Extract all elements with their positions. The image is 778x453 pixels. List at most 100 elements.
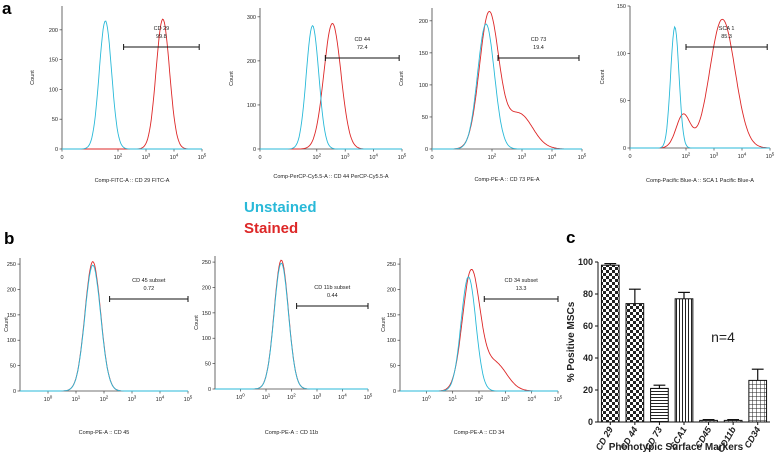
y-tick-label: 60: [583, 321, 593, 331]
stained-curve: [62, 18, 202, 150]
y-tick-label: 100: [7, 338, 16, 344]
x-tick-label: 104: [369, 153, 378, 162]
y-axis-label: Count: [4, 317, 10, 332]
y-tick-label: 200: [387, 287, 396, 293]
bar: [699, 419, 718, 423]
hist-cd73: 0 50 100 150 200 0 102 103 104 105 Count Comp-PE-A …: [399, 8, 587, 183]
x-tick-label: 104: [156, 395, 165, 404]
y-tick-label: 0: [208, 387, 211, 393]
x-tick-label: 103: [710, 152, 719, 161]
stained-curve: [215, 259, 368, 390]
x-tick-label: 104: [738, 152, 747, 161]
x-tick-label: 103: [313, 393, 322, 402]
x-tick-label: 104: [338, 393, 347, 402]
x-tick-label: 105: [554, 395, 563, 404]
x-axis-label: Comp-PE-A :: CD 11b: [265, 430, 318, 436]
hist-sca1: 0 50 100 150 0 102 103 104 105 Count Comp-Pacific …: [600, 4, 775, 184]
hist-cd44: 0 100 200 300 0 102 103 104 105 Count Comp-PerCP-C…: [229, 8, 407, 180]
y-tick-label: 150: [7, 313, 16, 319]
bar: [723, 419, 743, 423]
y-tick-label: 250: [7, 262, 16, 268]
x-tick-label: 0: [628, 154, 631, 160]
x-tick-label: 0: [258, 155, 261, 161]
hist-cd34: 0 50 100 150 200 250 100 101 102 103 104 105 Count Co…: [381, 258, 563, 436]
n-annotation: n=4: [711, 329, 735, 345]
x-tick-label: 104: [170, 153, 179, 162]
y-tick-label: 0: [623, 146, 626, 152]
y-tick-label: 0: [393, 389, 396, 395]
y-tick-label: 0: [253, 147, 256, 153]
y-tick-label: 0: [425, 147, 428, 153]
y-axis-label: Count: [229, 71, 235, 86]
stained-curve: [260, 22, 402, 150]
x-tick-label: 102: [114, 153, 123, 162]
x-axis-label: Comp-PE-A :: CD 73 PE-A: [474, 177, 539, 183]
panel-label-c: c: [566, 228, 575, 247]
bar-chart: 0 20 40 60 80 100 % Positive MSCs Phenotypic Su…: [566, 257, 770, 453]
gate-value: 99.8: [156, 34, 167, 40]
x-tick-label: 102: [475, 395, 484, 404]
panel-label-b: b: [4, 229, 14, 248]
x-tick-label: 103: [501, 395, 510, 404]
y-tick-label: 100: [247, 103, 256, 109]
x-tick-label: 100: [44, 395, 53, 404]
x-tick-label: 102: [488, 153, 497, 162]
gate-label: CD 11b subset: [314, 285, 350, 291]
y-tick-label: 100: [419, 83, 428, 89]
y-tick-label: 100: [578, 257, 593, 267]
y-tick-label: 100: [202, 336, 211, 342]
y-tick-label: 0: [588, 417, 593, 427]
gate-value: 13.3: [516, 286, 527, 292]
gate-label: CD 29: [154, 26, 170, 32]
x-tick-label: 102: [100, 395, 109, 404]
gate-label: CD 44: [354, 37, 370, 43]
y-tick-label: 50: [52, 117, 58, 123]
gate-label: CD 34 subset: [504, 278, 538, 284]
bar: [674, 298, 694, 423]
x-tick-label: 105: [578, 153, 587, 162]
x-axis-label: Comp-Pacific Blue-A :: SCA 1 Pacific Blu…: [646, 178, 754, 184]
gate-value: 19.4: [533, 45, 544, 51]
gate-value: 72.4: [357, 45, 368, 51]
hist-cd45: 0 50 100 150 200 250 100 101 102 103 104 105 Count Co…: [4, 258, 193, 436]
unstained-curve: [215, 262, 368, 390]
x-tick-label: 0: [60, 155, 63, 161]
x-tick-label: 103: [142, 153, 151, 162]
gate-label: SCA 1: [719, 26, 735, 32]
x-tick-label: 104: [548, 153, 557, 162]
y-tick-label: 100: [49, 87, 58, 93]
x-tick-label: 105: [364, 393, 373, 402]
y-tick-label: 150: [419, 51, 428, 57]
gate-value: 85.3: [721, 34, 732, 40]
y-tick-label: 50: [390, 364, 396, 370]
y-tick-label: 80: [583, 289, 593, 299]
y-tick-label: 150: [617, 4, 626, 10]
y-axis-label: Count: [30, 70, 36, 85]
x-tick-label: 105: [766, 152, 775, 161]
y-tick-label: 150: [387, 313, 396, 319]
unstained-curve: [630, 25, 770, 149]
x-tick-label: 100: [422, 395, 431, 404]
stained-curve: [400, 269, 558, 392]
y-tick-label: 200: [7, 287, 16, 293]
hist-cd11b: 0 50 100 150 200 250 100 101 102 103 104 105 Count Co…: [194, 256, 373, 436]
y-tick-label: 200: [49, 28, 58, 34]
y-tick-label: 0: [13, 389, 16, 395]
gate-value: 0.72: [143, 286, 154, 292]
unstained-curve: [62, 20, 202, 150]
y-tick-label: 50: [422, 115, 428, 121]
category-label: CD34: [742, 425, 762, 450]
y-tick-label: 100: [617, 51, 626, 57]
gate-label: CD 73: [531, 37, 547, 43]
x-tick-label: 103: [341, 153, 350, 162]
y-tick-label: 150: [202, 311, 211, 317]
y-tick-label: 200: [247, 59, 256, 65]
unstained-curve: [260, 25, 402, 150]
bar: [600, 264, 620, 423]
y-tick-label: 50: [10, 364, 16, 370]
x-tick-label: 101: [262, 393, 271, 402]
x-tick-label: 103: [128, 395, 137, 404]
legend-unstained: Unstained: [244, 199, 317, 216]
